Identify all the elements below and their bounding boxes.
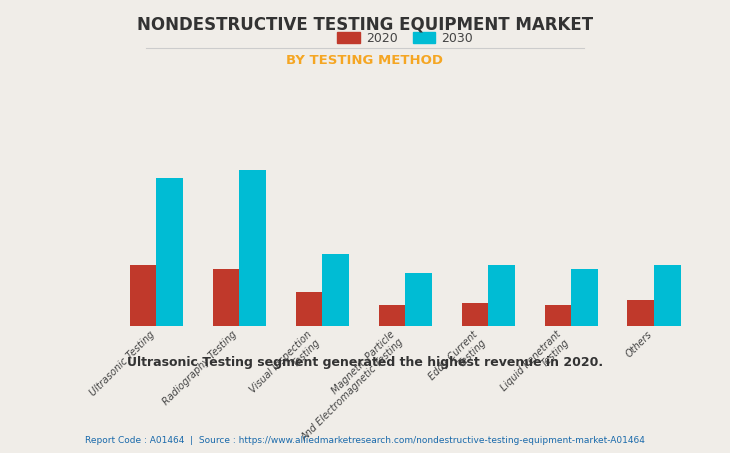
Text: BY TESTING METHOD: BY TESTING METHOD	[286, 54, 444, 67]
Bar	[628, 299, 654, 326]
Text: NONDESTRUCTIVE TESTING EQUIPMENT MARKET: NONDESTRUCTIVE TESTING EQUIPMENT MARKET	[137, 16, 593, 34]
Bar	[654, 265, 680, 326]
Bar	[405, 273, 431, 326]
Bar	[379, 305, 405, 326]
Bar	[322, 254, 349, 326]
Bar	[571, 269, 598, 326]
Bar	[296, 292, 322, 326]
Bar	[130, 265, 156, 326]
Text: Report Code : A01464  |  Source : https://www.alliedmarketresearch.com/nondestru: Report Code : A01464 | Source : https://…	[85, 436, 645, 445]
Legend: 2020, 2030: 2020, 2030	[337, 32, 473, 45]
Bar	[212, 269, 239, 326]
Text: Ultrasonic Testing segment generated the highest revenue in 2020.: Ultrasonic Testing segment generated the…	[127, 356, 603, 369]
Bar	[156, 178, 182, 326]
Bar	[545, 305, 571, 326]
Bar	[461, 304, 488, 326]
Bar	[488, 265, 515, 326]
Bar	[239, 170, 266, 326]
